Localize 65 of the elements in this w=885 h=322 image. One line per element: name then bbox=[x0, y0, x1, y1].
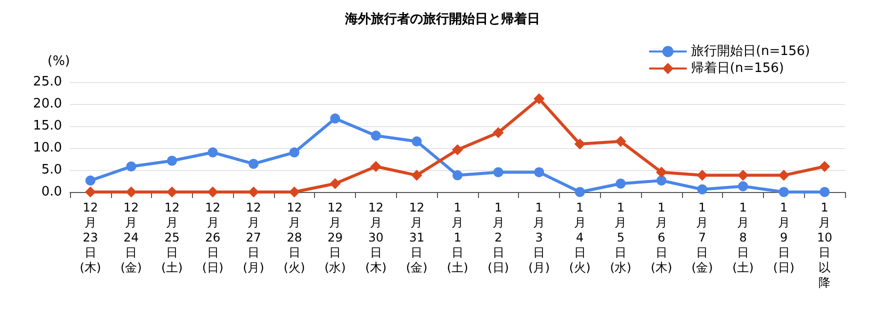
point bbox=[85, 176, 96, 186]
point bbox=[84, 186, 96, 198]
point bbox=[656, 176, 666, 186]
x-tick-label: 12月23日(木) bbox=[80, 200, 102, 274]
x-tick-label: 12月30日(木) bbox=[365, 200, 387, 274]
point bbox=[248, 158, 259, 169]
point bbox=[452, 144, 463, 156]
y-tick-label: 25.0 bbox=[33, 74, 62, 90]
legend-label: 旅行開始日(n=156) bbox=[690, 44, 810, 59]
point bbox=[289, 147, 300, 158]
point bbox=[330, 178, 341, 190]
point bbox=[738, 170, 749, 181]
point bbox=[330, 114, 340, 124]
point bbox=[370, 160, 382, 172]
point bbox=[493, 167, 504, 178]
y-tick-label: 0.0 bbox=[41, 184, 62, 200]
point bbox=[819, 160, 830, 172]
chart-title: 海外旅行者の旅行開始日と帰着日 bbox=[344, 11, 540, 27]
point bbox=[412, 136, 422, 146]
x-tick-label: 1月1日(土) bbox=[446, 200, 468, 274]
x-tick-label: 1月4日(火) bbox=[569, 200, 591, 274]
point bbox=[126, 186, 137, 198]
point bbox=[452, 170, 462, 180]
x-tick-label: 1月5日(水) bbox=[610, 200, 632, 274]
point bbox=[492, 127, 504, 138]
x-tick-label: 1月9日(日) bbox=[773, 200, 795, 274]
y-tick-label: 15.0 bbox=[33, 118, 62, 134]
x-tick-label: 12月31日(金) bbox=[406, 200, 428, 274]
point bbox=[738, 181, 748, 192]
x-tick-label: 1月10日以降 bbox=[816, 200, 832, 290]
y-tick-label: 5.0 bbox=[41, 162, 62, 178]
x-tick-label: 12月29日(水) bbox=[324, 200, 346, 274]
point bbox=[534, 167, 544, 178]
legend-label: 帰着日(n=156) bbox=[690, 60, 784, 76]
point bbox=[697, 184, 708, 194]
x-tick-label: 1月2日(日) bbox=[488, 200, 509, 274]
point bbox=[288, 186, 300, 198]
point bbox=[370, 130, 381, 141]
point bbox=[656, 166, 667, 178]
point bbox=[574, 138, 586, 150]
y-axis-title: (%) bbox=[48, 54, 70, 69]
point bbox=[615, 136, 626, 147]
x-tick-label: 12月26日(日) bbox=[202, 200, 224, 274]
x-tick-label: 12月24日(金) bbox=[120, 200, 142, 274]
y-tick-label: 10.0 bbox=[33, 140, 62, 156]
point bbox=[574, 187, 585, 197]
point bbox=[207, 186, 218, 198]
point bbox=[778, 170, 790, 181]
x-tick-label: 1月8日(土) bbox=[732, 200, 754, 274]
point bbox=[411, 170, 422, 181]
point bbox=[208, 147, 218, 158]
point bbox=[778, 187, 789, 197]
x-tick-label: 12月27日(月) bbox=[242, 200, 264, 274]
point bbox=[534, 93, 545, 104]
point bbox=[616, 178, 626, 189]
point bbox=[820, 187, 830, 197]
point bbox=[126, 161, 136, 172]
x-tick-label: 1月3日(月) bbox=[528, 200, 550, 274]
point bbox=[166, 156, 177, 166]
point bbox=[696, 170, 708, 181]
x-tick-label: 1月7日(金) bbox=[692, 200, 713, 274]
x-tick-label: 1月6日(木) bbox=[650, 200, 672, 274]
x-tick-label: 12月28日(火) bbox=[284, 200, 306, 274]
x-tick-label: 12月25日(土) bbox=[161, 200, 183, 274]
y-tick-label: 20.0 bbox=[33, 96, 62, 112]
